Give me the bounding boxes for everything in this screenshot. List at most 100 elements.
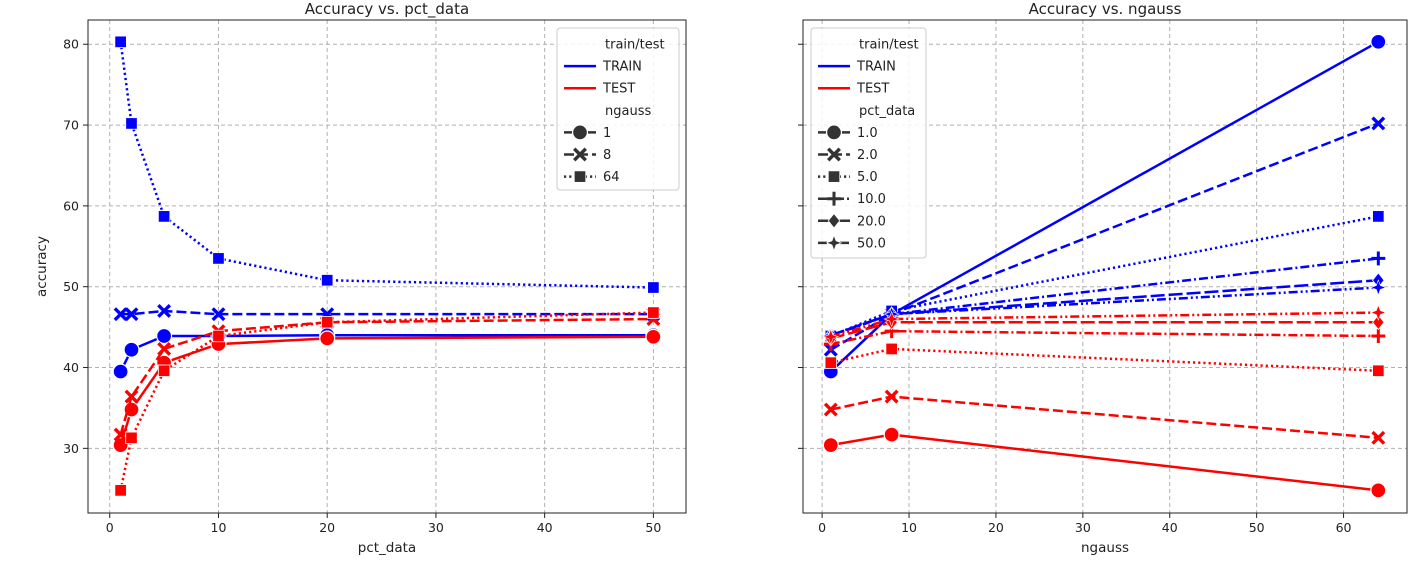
x-tick-label: 60	[1336, 520, 1352, 535]
legend-label-test: TEST	[856, 82, 889, 97]
series-test-1-0-point	[883, 426, 900, 443]
series-train-64-line	[119, 41, 654, 289]
series-test-20-0-point	[1372, 314, 1385, 331]
x-tick-label: 0	[818, 520, 826, 535]
series-test-64-point	[114, 484, 127, 497]
series-test-50-0-line	[830, 311, 1379, 339]
series-test-1-point	[319, 330, 336, 347]
legend: train/test TRAIN TEST pct_data 1.0 2.0 5.0 10.0…	[810, 27, 927, 259]
legend-label-train: TRAIN	[856, 60, 896, 75]
legend-label-5-0: 5.0	[857, 170, 878, 185]
axes-frame	[87, 19, 687, 514]
x-tick-label: 50	[645, 520, 661, 535]
ticks: 0 10 20 30 40 50 30 40 50 60 70 80	[63, 37, 661, 535]
series-train-8-point	[124, 307, 139, 322]
chart-accuracy-vs-pct-data: 0 10 20 30 40 50 30 40 50 60 70 80 Accuracy vs. pct_…	[34, 0, 687, 556]
series-test-50-0-point	[883, 310, 900, 328]
series-train-50-0-point	[1370, 279, 1387, 296]
legend-label-1-0: 1.0	[857, 126, 878, 141]
series-train-64-point	[114, 35, 127, 48]
chart-accuracy-vs-ngauss: 0 10 20 30 40 50 60 Accuracy vs. ngauss ngauss tr…	[798, 0, 1408, 556]
x-axis-label: ngauss	[1081, 540, 1129, 556]
axes-frame	[802, 19, 1408, 514]
legend-hue-title: train/test	[859, 38, 919, 53]
series-test-2-0-point	[823, 402, 838, 417]
x-tick-label: 0	[106, 520, 114, 535]
series-train-8-point	[211, 307, 226, 322]
series-test-2-0-line	[830, 395, 1379, 440]
legend-box	[810, 27, 927, 259]
series-test-5-0-point	[1372, 364, 1385, 377]
legend-marker-2-0	[827, 147, 841, 162]
series-train-2-0-point	[1371, 116, 1386, 131]
legend-label-50-0: 50.0	[857, 236, 886, 251]
series-test-8-line	[119, 317, 654, 435]
legend-marker-10-0	[827, 191, 841, 206]
series-group	[112, 35, 662, 497]
x-tick-label: 50	[1249, 520, 1265, 535]
x-tick-label: 20	[319, 520, 335, 535]
legend-label-20-0: 20.0	[857, 214, 886, 229]
x-tick-label: 30	[428, 520, 444, 535]
x-tick-label: 20	[988, 520, 1004, 535]
x-tick-label: 10	[211, 520, 227, 535]
y-tick-label: 60	[63, 198, 79, 213]
series-test-64-point	[212, 329, 225, 343]
legend-marker-64	[573, 170, 587, 183]
series-test-10-0-line	[830, 329, 1379, 346]
legend-marker-20-0	[827, 212, 841, 229]
legend-label-train: TRAIN	[602, 60, 642, 75]
x-axis-label: pct_data	[358, 540, 416, 556]
series-train-8-point	[113, 307, 128, 322]
series-test-2-0-point	[884, 389, 899, 404]
y-tick-label: 70	[63, 118, 79, 133]
chart-title: Accuracy vs. ngauss	[1029, 0, 1182, 18]
legend-marker-8	[573, 147, 587, 162]
legend-style-title: pct_data	[859, 104, 915, 119]
legend-marker-50-0	[825, 234, 843, 252]
series-test-64-point	[647, 306, 660, 319]
series-train-64-point	[212, 252, 225, 265]
y-tick-label: 50	[63, 279, 79, 294]
series-test-64-point	[321, 316, 334, 329]
series-train-1-point	[123, 341, 140, 358]
series-test-8-point	[157, 341, 172, 356]
y-tick-label: 30	[63, 441, 79, 456]
series-train-1-line	[119, 333, 654, 373]
series-train-5-0-point	[1372, 210, 1385, 223]
legend: train/test TRAIN TEST ngauss 1 8 64	[556, 27, 680, 191]
series-test-2-0-point	[1371, 430, 1386, 445]
series-train-10-0-point	[1371, 251, 1386, 266]
series-test-1-point	[645, 328, 662, 345]
series-train-1-point	[156, 327, 173, 345]
series-test-64-point	[157, 364, 171, 377]
legend-marker-5-0	[827, 170, 841, 183]
series-test-50-0-point	[822, 328, 840, 346]
series-test-1-line	[119, 335, 654, 446]
x-tick-label: 40	[537, 520, 553, 535]
series-train-64-point	[125, 117, 138, 130]
series-train-8-point	[157, 303, 172, 318]
series-train-1-point	[112, 363, 129, 380]
series-group	[822, 33, 1387, 499]
y-tick-label: 80	[63, 37, 79, 52]
series-train-64-point	[157, 210, 171, 223]
series-test-1-point	[112, 437, 129, 454]
x-tick-label: 30	[1075, 520, 1091, 535]
chart-title: Accuracy vs. pct_data	[305, 0, 469, 19]
y-tick-label: 40	[63, 360, 79, 375]
series-test-1-0-line	[830, 433, 1379, 492]
series-test-8-point	[113, 427, 128, 442]
series-train-64-point	[647, 281, 660, 294]
legend-style-title: ngauss	[605, 104, 651, 119]
series-train-1-0-point	[1370, 33, 1387, 50]
y-axis-label: accuracy	[34, 236, 50, 297]
legend-label-8: 8	[603, 148, 611, 163]
series-test-10-0-point	[1371, 329, 1386, 343]
series-test-64-point	[125, 431, 138, 444]
series-test-5-0-point	[885, 342, 898, 356]
series-train-64-point	[321, 274, 334, 287]
series-test-50-0-point	[1370, 304, 1387, 321]
legend-label-64: 64	[603, 170, 620, 185]
